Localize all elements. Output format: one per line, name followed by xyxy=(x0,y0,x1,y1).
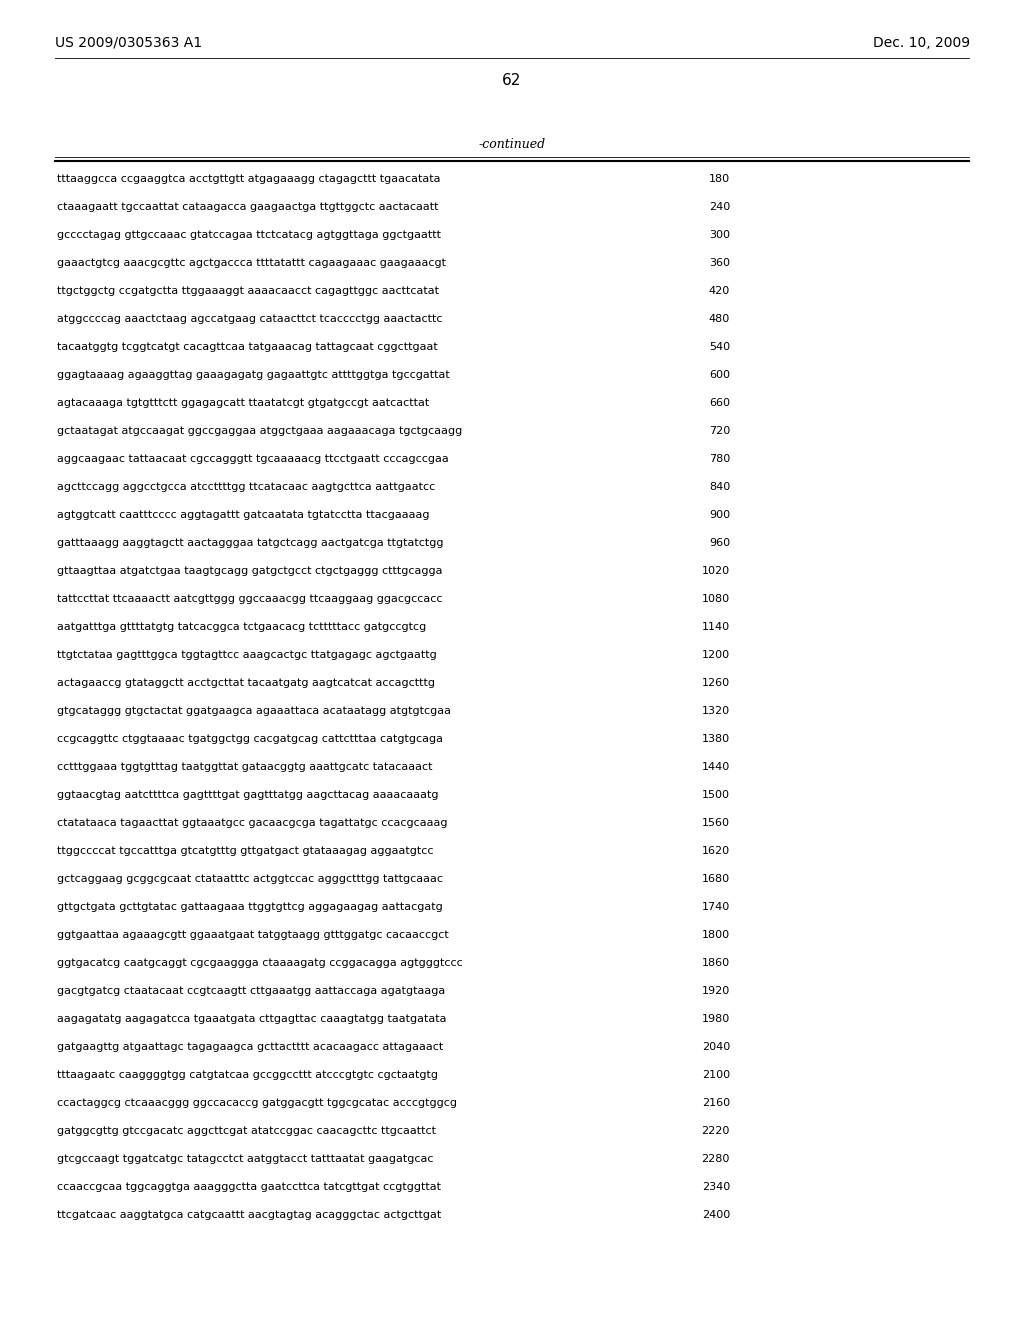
Text: 480: 480 xyxy=(709,314,730,323)
Text: tttaaggcca ccgaaggtca acctgttgtt atgagaaagg ctagagcttt tgaacatata: tttaaggcca ccgaaggtca acctgttgtt atgagaa… xyxy=(57,174,440,183)
Text: 2160: 2160 xyxy=(701,1098,730,1107)
Text: 1140: 1140 xyxy=(701,622,730,632)
Text: ctatataaca tagaacttat ggtaaatgcc gacaacgcga tagattatgc ccacgcaaag: ctatataaca tagaacttat ggtaaatgcc gacaacg… xyxy=(57,818,447,828)
Text: 1320: 1320 xyxy=(701,706,730,715)
Text: 240: 240 xyxy=(709,202,730,213)
Text: 1440: 1440 xyxy=(701,762,730,772)
Text: 1920: 1920 xyxy=(701,986,730,997)
Text: ccactaggcg ctcaaacggg ggccacaccg gatggacgtt tggcgcatac acccgtggcg: ccactaggcg ctcaaacggg ggccacaccg gatggac… xyxy=(57,1098,457,1107)
Text: ccgcaggttc ctggtaaaac tgatggctgg cacgatgcag cattctttaa catgtgcaga: ccgcaggttc ctggtaaaac tgatggctgg cacgatg… xyxy=(57,734,443,744)
Text: -continued: -continued xyxy=(478,139,546,150)
Text: 1500: 1500 xyxy=(702,789,730,800)
Text: 360: 360 xyxy=(709,257,730,268)
Text: 1980: 1980 xyxy=(701,1014,730,1024)
Text: agcttccagg aggcctgcca atccttttgg ttcatacaac aagtgcttca aattgaatcc: agcttccagg aggcctgcca atccttttgg ttcatac… xyxy=(57,482,435,492)
Text: 780: 780 xyxy=(709,454,730,465)
Text: gctcaggaag gcggcgcaat ctataatttc actggtccac agggctttgg tattgcaaac: gctcaggaag gcggcgcaat ctataatttc actggtc… xyxy=(57,874,443,884)
Text: ccaaccgcaa tggcaggtga aaagggctta gaatccttca tatcgttgat ccgtggttat: ccaaccgcaa tggcaggtga aaagggctta gaatcct… xyxy=(57,1181,441,1192)
Text: ggtaacgtag aatcttttca gagttttgat gagtttatgg aagcttacag aaaacaaatg: ggtaacgtag aatcttttca gagttttgat gagttta… xyxy=(57,789,438,800)
Text: 2040: 2040 xyxy=(701,1041,730,1052)
Text: ctaaagaatt tgccaattat cataagacca gaagaactga ttgttggctc aactacaatt: ctaaagaatt tgccaattat cataagacca gaagaac… xyxy=(57,202,438,213)
Text: agtggtcatt caatttcccc aggtagattt gatcaatata tgtatcctta ttacgaaaag: agtggtcatt caatttcccc aggtagattt gatcaat… xyxy=(57,510,429,520)
Text: gtgcataggg gtgctactat ggatgaagca agaaattaca acataatagg atgtgtcgaa: gtgcataggg gtgctactat ggatgaagca agaaatt… xyxy=(57,706,451,715)
Text: 180: 180 xyxy=(709,174,730,183)
Text: 600: 600 xyxy=(709,370,730,380)
Text: actagaaccg gtataggctt acctgcttat tacaatgatg aagtcatcat accagctttg: actagaaccg gtataggctt acctgcttat tacaatg… xyxy=(57,678,435,688)
Text: gaaactgtcg aaacgcgttc agctgaccca ttttatattt cagaagaaac gaagaaacgt: gaaactgtcg aaacgcgttc agctgaccca ttttata… xyxy=(57,257,446,268)
Text: gatttaaagg aaggtagctt aactagggaa tatgctcagg aactgatcga ttgtatctgg: gatttaaagg aaggtagctt aactagggaa tatgctc… xyxy=(57,539,443,548)
Text: gttaagttaa atgatctgaa taagtgcagg gatgctgcct ctgctgaggg ctttgcagga: gttaagttaa atgatctgaa taagtgcagg gatgctg… xyxy=(57,566,442,576)
Text: ggagtaaaag agaaggttag gaaagagatg gagaattgtc attttggtga tgccgattat: ggagtaaaag agaaggttag gaaagagatg gagaatt… xyxy=(57,370,450,380)
Text: 62: 62 xyxy=(503,73,521,88)
Text: 1260: 1260 xyxy=(701,678,730,688)
Text: agtacaaaga tgtgtttctt ggagagcatt ttaatatcgt gtgatgccgt aatcacttat: agtacaaaga tgtgtttctt ggagagcatt ttaatat… xyxy=(57,399,429,408)
Text: 1200: 1200 xyxy=(701,649,730,660)
Text: atggccccag aaactctaag agccatgaag cataacttct tcacccctgg aaactacttc: atggccccag aaactctaag agccatgaag cataact… xyxy=(57,314,442,323)
Text: 300: 300 xyxy=(709,230,730,240)
Text: ggtgaattaa agaaagcgtt ggaaatgaat tatggtaagg gtttggatgc cacaaccgct: ggtgaattaa agaaagcgtt ggaaatgaat tatggta… xyxy=(57,931,449,940)
Text: 1860: 1860 xyxy=(701,958,730,968)
Text: US 2009/0305363 A1: US 2009/0305363 A1 xyxy=(55,36,202,50)
Text: gtcgccaagt tggatcatgc tatagcctct aatggtacct tatttaatat gaagatgcac: gtcgccaagt tggatcatgc tatagcctct aatggta… xyxy=(57,1154,433,1164)
Text: gttgctgata gcttgtatac gattaagaaa ttggtgttcg aggagaagag aattacgatg: gttgctgata gcttgtatac gattaagaaa ttggtgt… xyxy=(57,902,442,912)
Text: ttgctggctg ccgatgctta ttggaaaggt aaaacaacct cagagttggc aacttcatat: ttgctggctg ccgatgctta ttggaaaggt aaaacaa… xyxy=(57,286,439,296)
Text: 2340: 2340 xyxy=(701,1181,730,1192)
Text: 1020: 1020 xyxy=(701,566,730,576)
Text: Dec. 10, 2009: Dec. 10, 2009 xyxy=(872,36,970,50)
Text: tttaagaatc caaggggtgg catgtatcaa gccggccttt atcccgtgtc cgctaatgtg: tttaagaatc caaggggtgg catgtatcaa gccggcc… xyxy=(57,1071,438,1080)
Text: 1380: 1380 xyxy=(701,734,730,744)
Text: 1800: 1800 xyxy=(701,931,730,940)
Text: 840: 840 xyxy=(709,482,730,492)
Text: tattccttat ttcaaaactt aatcgttggg ggccaaacgg ttcaaggaag ggacgccacc: tattccttat ttcaaaactt aatcgttggg ggccaaa… xyxy=(57,594,442,605)
Text: 2220: 2220 xyxy=(701,1126,730,1137)
Text: aatgatttga gttttatgtg tatcacggca tctgaacacg tctttttacc gatgccgtcg: aatgatttga gttttatgtg tatcacggca tctgaac… xyxy=(57,622,426,632)
Text: 540: 540 xyxy=(709,342,730,352)
Text: 420: 420 xyxy=(709,286,730,296)
Text: gatggcgttg gtccgacatc aggcttcgat atatccggac caacagcttc ttgcaattct: gatggcgttg gtccgacatc aggcttcgat atatccg… xyxy=(57,1126,436,1137)
Text: 720: 720 xyxy=(709,426,730,436)
Text: 660: 660 xyxy=(709,399,730,408)
Text: ttgtctataa gagtttggca tggtagttcc aaagcactgc ttatgagagc agctgaattg: ttgtctataa gagtttggca tggtagttcc aaagcac… xyxy=(57,649,437,660)
Text: 1080: 1080 xyxy=(701,594,730,605)
Text: aggcaagaac tattaacaat cgccagggtt tgcaaaaacg ttcctgaatt cccagccgaa: aggcaagaac tattaacaat cgccagggtt tgcaaaa… xyxy=(57,454,449,465)
Text: ttcgatcaac aaggtatgca catgcaattt aacgtagtag acagggctac actgcttgat: ttcgatcaac aaggtatgca catgcaattt aacgtag… xyxy=(57,1210,441,1220)
Text: 1680: 1680 xyxy=(701,874,730,884)
Text: aagagatatg aagagatcca tgaaatgata cttgagttac caaagtatgg taatgatata: aagagatatg aagagatcca tgaaatgata cttgagt… xyxy=(57,1014,446,1024)
Text: 960: 960 xyxy=(709,539,730,548)
Text: 1620: 1620 xyxy=(701,846,730,855)
Text: 2400: 2400 xyxy=(701,1210,730,1220)
Text: gctaatagat atgccaagat ggccgaggaa atggctgaaa aagaaacaga tgctgcaagg: gctaatagat atgccaagat ggccgaggaa atggctg… xyxy=(57,426,462,436)
Text: 2100: 2100 xyxy=(701,1071,730,1080)
Text: 1560: 1560 xyxy=(702,818,730,828)
Text: 2280: 2280 xyxy=(701,1154,730,1164)
Text: tacaatggtg tcggtcatgt cacagttcaa tatgaaacag tattagcaat cggcttgaat: tacaatggtg tcggtcatgt cacagttcaa tatgaaa… xyxy=(57,342,437,352)
Text: ggtgacatcg caatgcaggt cgcgaaggga ctaaaagatg ccggacagga agtgggtccc: ggtgacatcg caatgcaggt cgcgaaggga ctaaaag… xyxy=(57,958,463,968)
Text: 900: 900 xyxy=(709,510,730,520)
Text: gacgtgatcg ctaatacaat ccgtcaagtt cttgaaatgg aattaccaga agatgtaaga: gacgtgatcg ctaatacaat ccgtcaagtt cttgaaa… xyxy=(57,986,445,997)
Text: 1740: 1740 xyxy=(701,902,730,912)
Text: gatgaagttg atgaattagc tagagaagca gcttactttt acacaagacc attagaaact: gatgaagttg atgaattagc tagagaagca gcttact… xyxy=(57,1041,443,1052)
Text: cctttggaaa tggtgtttag taatggttat gataacggtg aaattgcatc tatacaaact: cctttggaaa tggtgtttag taatggttat gataacg… xyxy=(57,762,432,772)
Text: gcccctagag gttgccaaac gtatccagaa ttctcatacg agtggttaga ggctgaattt: gcccctagag gttgccaaac gtatccagaa ttctcat… xyxy=(57,230,441,240)
Text: ttggccccat tgccatttga gtcatgtttg gttgatgact gtataaagag aggaatgtcc: ttggccccat tgccatttga gtcatgtttg gttgatg… xyxy=(57,846,433,855)
